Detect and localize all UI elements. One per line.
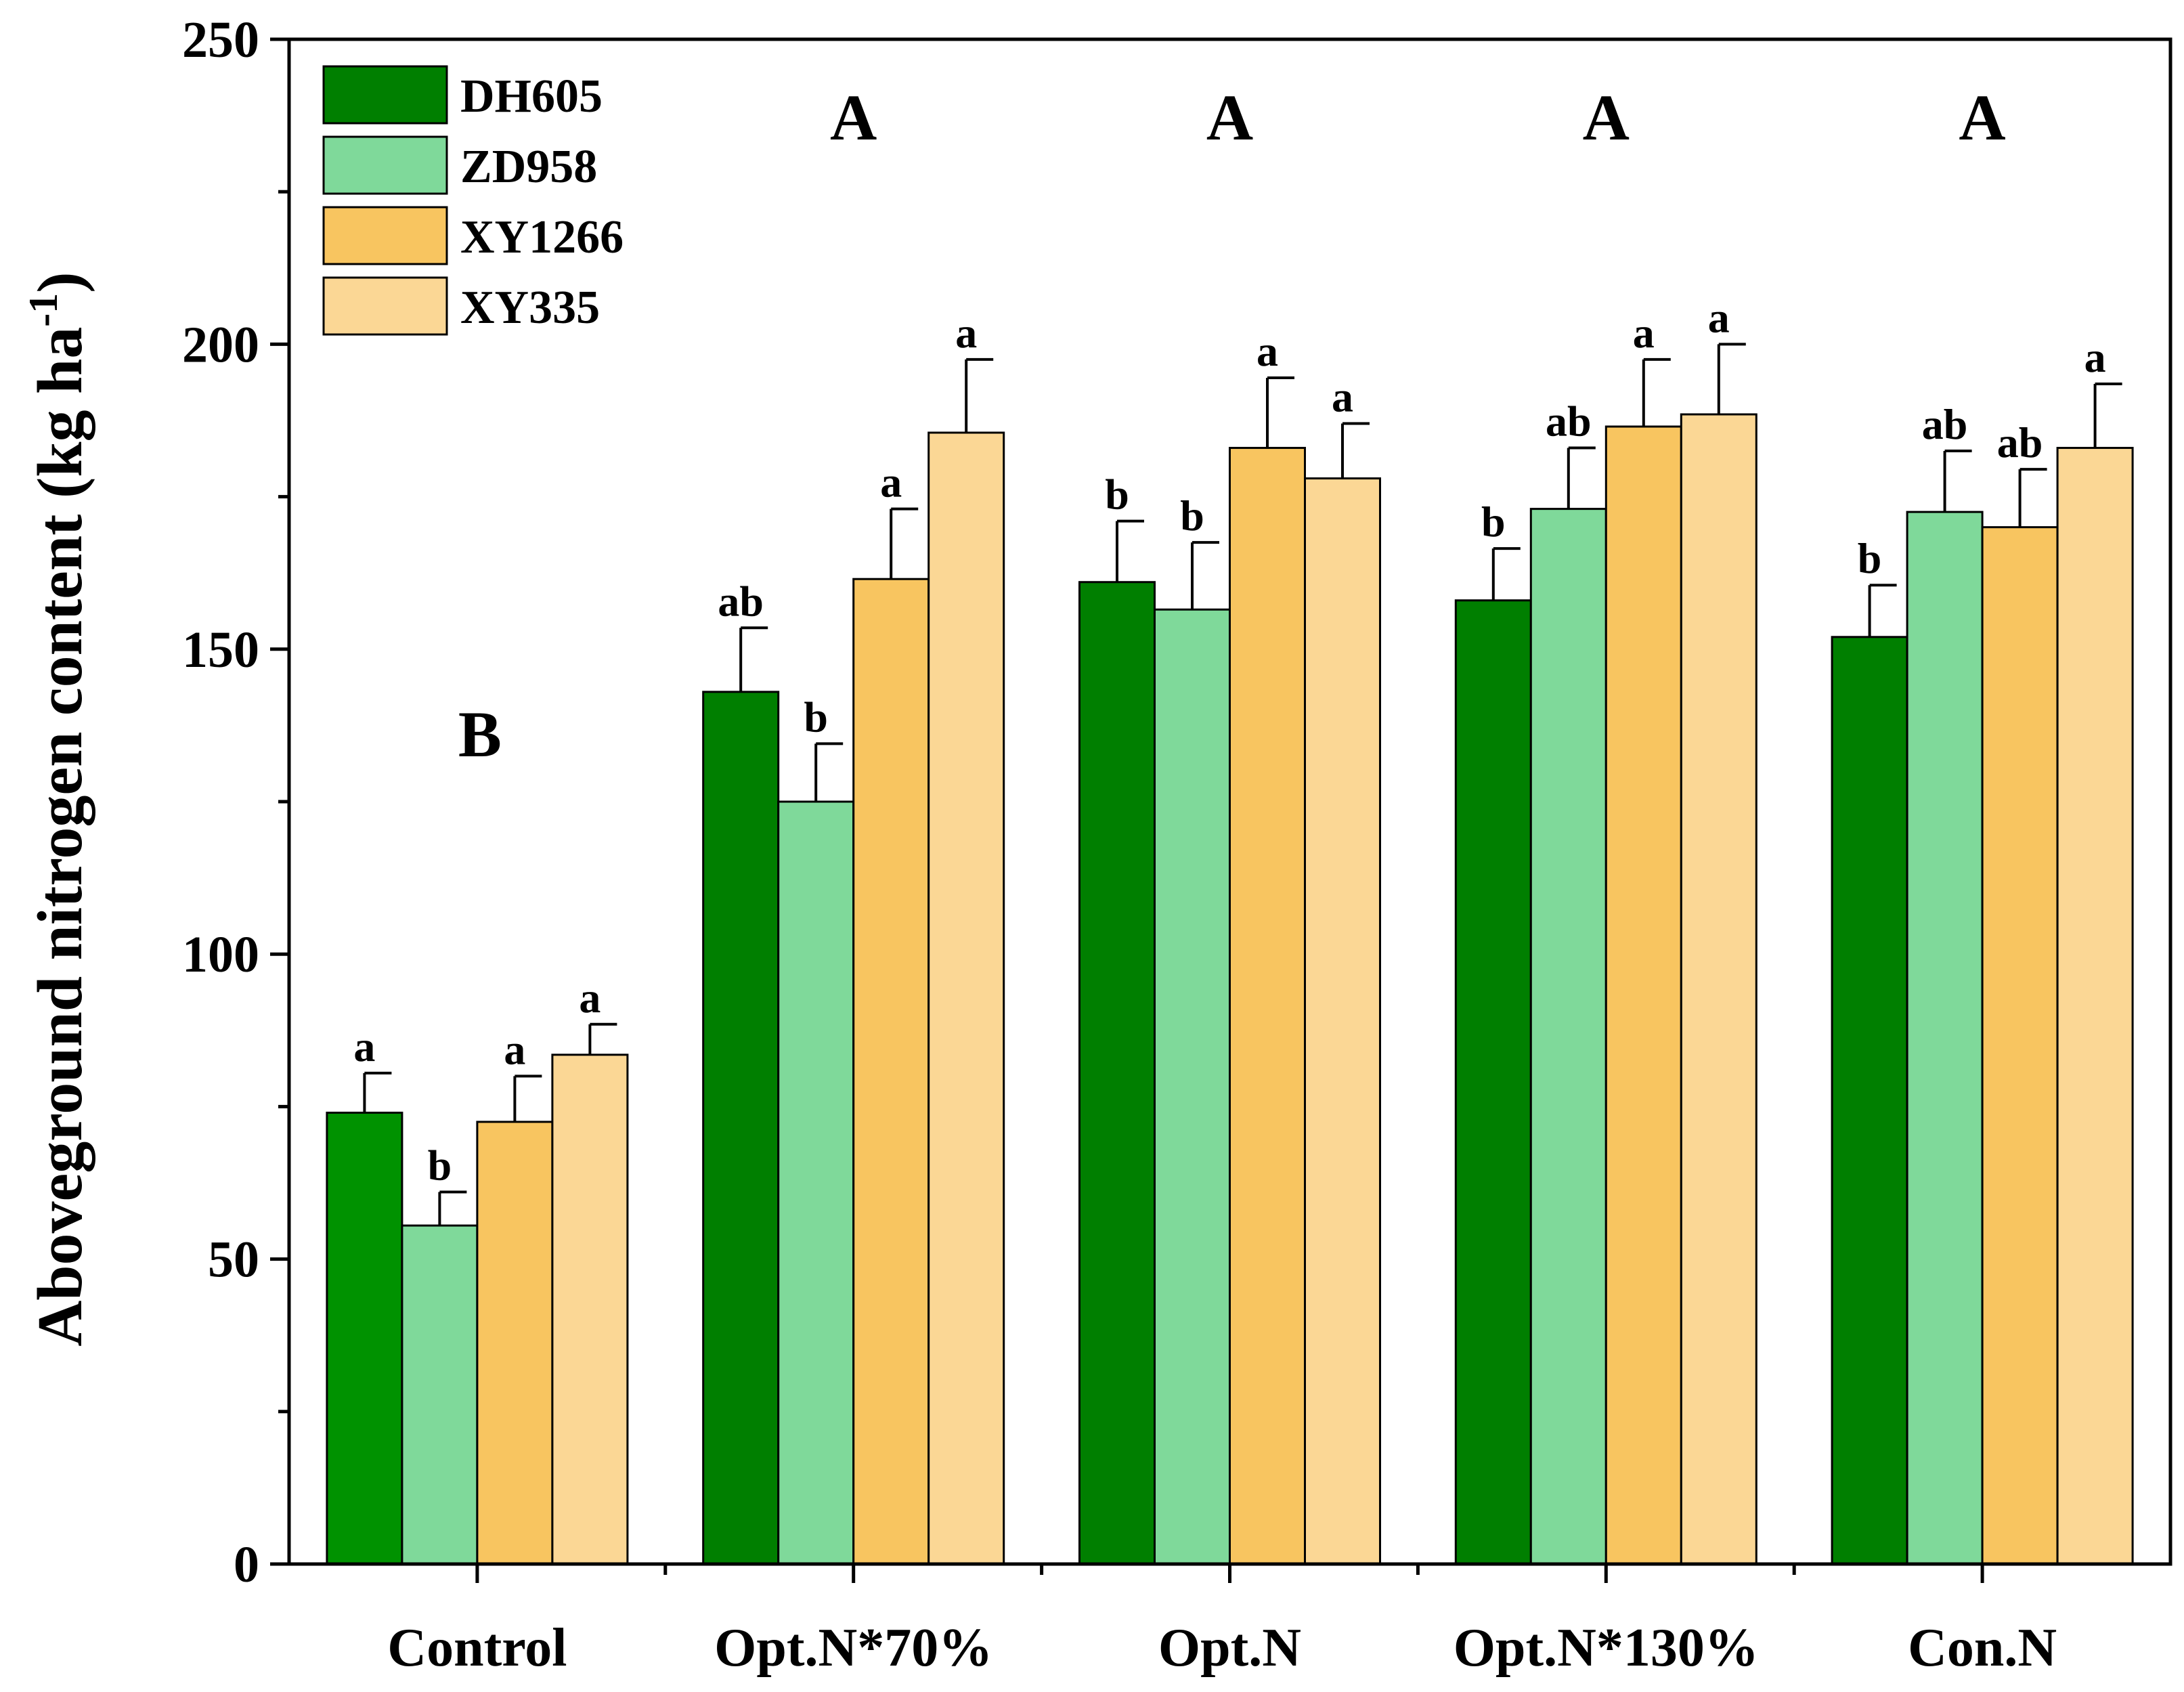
y-axis-title: Aboveground nitrogen content (kg ha-1): [21, 272, 95, 1346]
bar-xy335-3: [1680, 413, 1757, 1565]
significance-letter-xy335-4: a: [2084, 333, 2106, 381]
x-tick-label-2: Opt.N: [1158, 1618, 1301, 1678]
x-tick-label-4: Con.N: [1908, 1618, 2057, 1678]
bar-zd958-1: [777, 800, 855, 1565]
significance-letter-zd958-3: ab: [1546, 397, 1592, 446]
y-tick-label-100: 100: [182, 926, 259, 983]
legend-label-zd958: ZD958: [460, 141, 597, 193]
significance-letter-xy1266-2: a: [1257, 327, 1278, 375]
svg-text:Aboveground nitrogen content (: Aboveground nitrogen content (kg ha-1): [21, 272, 95, 1346]
legend-swatch-xy1266: [322, 206, 448, 265]
x-tick-label-3: Opt.N*130%: [1454, 1618, 1759, 1678]
bar-xy1266-3: [1604, 425, 1682, 1565]
significance-letter-dh605-0: a: [353, 1022, 375, 1070]
legend: DH605 ZD958 XY1266 XY335: [322, 65, 624, 336]
bar-dh605-4: [1831, 636, 1908, 1565]
bar-zd958-2: [1154, 608, 1231, 1565]
significance-letter-xy1266-0: a: [504, 1025, 525, 1073]
significance-letter-xy335-3: a: [1708, 293, 1730, 341]
significance-letter-xy335-1: a: [955, 309, 977, 357]
significance-letter-dh605-1: ab: [718, 577, 764, 625]
group-letter-2: A: [1206, 81, 1253, 154]
bar-dh605-0: [326, 1111, 403, 1565]
significance-letter-xy1266-4: ab: [1997, 418, 2043, 467]
bar-xy1266-1: [852, 578, 930, 1565]
bar-xy335-2: [1304, 477, 1381, 1565]
significance-letter-xy1266-3: a: [1633, 309, 1655, 357]
y-tick-label-150: 150: [182, 622, 259, 678]
bar-dh605-1: [702, 691, 780, 1565]
y-tick-label-50: 50: [208, 1232, 259, 1288]
bar-xy335-1: [927, 431, 1005, 1565]
legend-label-dh605: DH605: [460, 70, 603, 123]
bar-dh605-3: [1454, 599, 1532, 1565]
group-letter-3: A: [1583, 81, 1630, 154]
significance-letter-xy1266-1: a: [880, 458, 902, 506]
significance-letter-dh605-2: b: [1105, 471, 1129, 519]
y-tick-label-250: 250: [182, 12, 259, 68]
significance-letter-dh605-3: b: [1481, 498, 1506, 546]
legend-swatch-xy335: [322, 276, 448, 336]
bar-zd958-0: [401, 1224, 479, 1565]
significance-letter-zd958-1: b: [804, 693, 828, 741]
y-tick-label-0: 0: [234, 1536, 259, 1593]
x-tick-label-1: Opt.N*70%: [714, 1618, 992, 1678]
bar-zd958-4: [1906, 511, 1984, 1565]
significance-letter-zd958-4: ab: [1922, 400, 1968, 448]
group-letters-layer: B A A A A: [458, 81, 2006, 771]
bar-xy1266-2: [1229, 447, 1306, 1565]
legend-swatch-dh605: [322, 65, 448, 125]
significance-letter-zd958-0: b: [428, 1142, 452, 1190]
bars-layer: [326, 413, 2134, 1565]
error-bars-layer: [363, 343, 2122, 1226]
bar-xy335-4: [2056, 447, 2134, 1565]
legend-label-xy335: XY335: [460, 282, 600, 334]
y-axis-title-main: Aboveground nitrogen content (kg ha: [25, 327, 95, 1347]
legend-swatch-zd958: [322, 135, 448, 195]
significance-letter-xy335-0: a: [579, 974, 600, 1022]
group-letter-1: A: [830, 81, 877, 154]
x-tick-label-0: Control: [387, 1618, 567, 1678]
bar-xy1266-4: [1981, 526, 2059, 1565]
legend-label-xy1266: XY1266: [460, 211, 624, 263]
group-letter-4: A: [1959, 81, 2005, 154]
group-letter-0: B: [458, 698, 502, 771]
bar-xy335-0: [551, 1054, 629, 1565]
significance-letter-zd958-2: b: [1180, 492, 1204, 540]
significance-letter-xy335-2: a: [1332, 373, 1353, 421]
y-axis-title-suffix: ): [25, 272, 95, 292]
bar-dh605-2: [1078, 581, 1156, 1565]
axes-layer: Control Opt.N*70% Opt.N Opt.N*130% Con.N 0 50 1…: [182, 12, 2172, 1678]
y-axis-title-superscript: -1: [21, 293, 66, 327]
y-tick-label-200: 200: [182, 316, 259, 373]
bar-xy1266-0: [476, 1121, 554, 1565]
significance-letter-dh605-4: b: [1858, 534, 1882, 582]
bar-zd958-3: [1529, 508, 1607, 1565]
